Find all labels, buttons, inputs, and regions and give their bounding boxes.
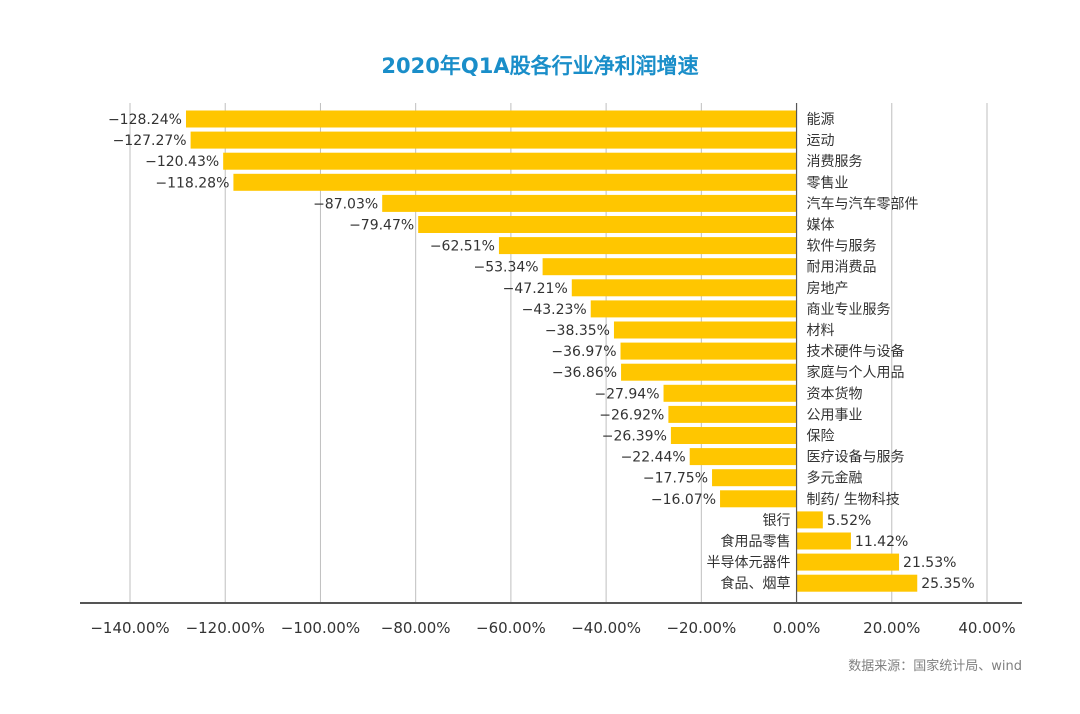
data-label: 25.35% — [921, 576, 974, 592]
bar — [418, 216, 797, 233]
bar — [796, 574, 918, 592]
x-tick-label: −40.00% — [571, 619, 641, 637]
x-tick-label: −80.00% — [381, 619, 451, 637]
bar — [796, 532, 851, 550]
data-label: −53.34% — [473, 260, 538, 276]
data-label: −118.28% — [155, 175, 229, 191]
bar — [712, 469, 797, 487]
data-label: −27.94% — [594, 386, 659, 402]
data-label: −36.97% — [551, 344, 616, 360]
category-label: 制药/ 生物科技 — [807, 492, 900, 508]
x-tick-label: −100.00% — [281, 619, 360, 637]
data-label: −22.44% — [621, 450, 686, 466]
bar — [223, 152, 797, 170]
category-label: 多元金融 — [807, 470, 863, 487]
category-label: 半导体元器件 — [707, 555, 791, 571]
data-label: −127.27% — [113, 133, 187, 149]
bar — [590, 300, 797, 318]
category-label: 消费服务 — [807, 154, 863, 170]
category-label: 汽车与汽车零部件 — [807, 195, 919, 212]
category-label: 家庭与个人用品 — [807, 364, 905, 381]
bar — [498, 237, 797, 255]
bar — [668, 405, 797, 423]
x-tick-label: −20.00% — [666, 619, 736, 637]
category-label: 公用事业 — [807, 407, 863, 423]
x-tick-label: 40.00% — [958, 619, 1015, 637]
data-label: 11.42% — [855, 534, 908, 550]
data-label: −16.07% — [651, 492, 716, 508]
category-label: 房地产 — [807, 281, 849, 297]
category-label: 材料 — [807, 323, 835, 339]
data-label: 21.53% — [903, 555, 956, 571]
bar — [663, 384, 797, 402]
bar — [796, 553, 900, 571]
category-label: 银行 — [763, 513, 791, 529]
bar — [670, 427, 797, 444]
data-label: −128.24% — [108, 112, 182, 128]
x-tick-label: −120.00% — [186, 619, 265, 637]
data-label: −43.23% — [522, 302, 587, 318]
category-label: 耐用消费品 — [807, 260, 877, 276]
category-label: 食品、烟草 — [721, 575, 791, 592]
category-label: 软件与服务 — [807, 239, 877, 255]
category-label: 运动 — [807, 133, 835, 149]
x-tick-label: 0.00% — [773, 619, 821, 637]
bar — [233, 173, 797, 191]
category-label: 保险 — [807, 429, 835, 445]
bar — [621, 363, 797, 381]
x-tick-label: −60.00% — [476, 619, 546, 637]
data-label: −62.51% — [430, 239, 495, 255]
data-label: −26.39% — [602, 429, 667, 445]
bar — [620, 342, 797, 360]
bar — [571, 279, 797, 297]
data-label: −36.86% — [552, 365, 617, 381]
x-tick-label: 20.00% — [863, 619, 920, 637]
data-label: −47.21% — [503, 281, 568, 297]
category-label: 食用品零售 — [721, 533, 791, 550]
category-label: 零售业 — [807, 175, 849, 191]
data-label: −120.43% — [145, 154, 219, 170]
data-label: −38.35% — [545, 323, 610, 339]
bar — [382, 194, 797, 212]
chart-title: 2020年Q1A股各行业净利润增速 — [381, 54, 699, 78]
category-label: 媒体 — [807, 218, 835, 234]
bar — [613, 321, 797, 339]
data-label: −87.03% — [313, 196, 378, 212]
category-label: 能源 — [807, 112, 835, 128]
source-note: 数据来源：国家统计局、wind — [848, 659, 1022, 674]
bar — [720, 490, 797, 508]
bar — [190, 131, 797, 149]
data-label: −17.75% — [643, 471, 708, 487]
bar — [542, 258, 797, 276]
data-label: −26.92% — [599, 407, 664, 423]
data-label: −79.47% — [349, 218, 414, 234]
x-tick-label: −140.00% — [90, 619, 169, 637]
bar — [185, 110, 797, 128]
category-label: 资本货物 — [807, 385, 863, 402]
data-label: 5.52% — [827, 513, 871, 529]
category-label: 技术硬件与设备 — [807, 343, 905, 360]
category-label: 商业专业服务 — [807, 302, 891, 318]
bar — [796, 511, 823, 529]
category-label: 医疗设备与服务 — [807, 449, 905, 466]
bar — [689, 448, 797, 466]
